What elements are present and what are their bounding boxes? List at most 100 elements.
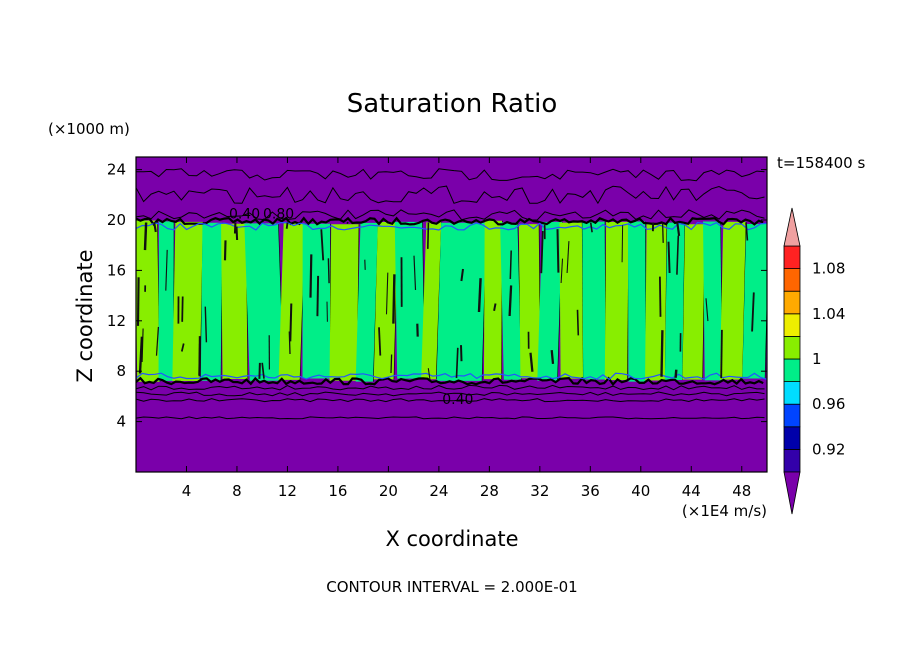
y-axis-label: Z coordinate [73, 249, 97, 382]
colorbar: 0.92 0.96 1 1.04 1.08 [783, 207, 845, 515]
interior-streak [198, 343, 201, 376]
cloud-column [582, 221, 606, 380]
interior-streak [165, 249, 168, 291]
cloud-column [221, 223, 248, 379]
interior-streak [261, 362, 265, 379]
interior-streak [316, 275, 320, 317]
colorbar-over-arrow [783, 207, 801, 247]
colorbar-swatch [783, 290, 801, 315]
interior-streak [460, 268, 464, 282]
cloud-column [703, 221, 723, 381]
plot-area [136, 157, 767, 472]
interior-streak [258, 362, 261, 379]
interior-streak [204, 306, 208, 343]
contour-line [136, 209, 765, 221]
plot-frame [135, 156, 768, 473]
cloud-columns [136, 220, 767, 382]
colorbar-swatch [783, 268, 801, 292]
cloud-column [172, 221, 204, 382]
interior-streak [153, 222, 157, 233]
interior-streak [320, 229, 325, 261]
interior-streak [143, 222, 148, 251]
cloud-base-edge [136, 376, 764, 387]
interior-streak [223, 240, 227, 261]
cloud-column [559, 222, 584, 379]
chart-title: Saturation Ratio [347, 89, 558, 119]
interior-streak [385, 272, 389, 315]
x-tick-label: 40 [631, 482, 650, 500]
x-tick-label: 8 [232, 482, 242, 500]
y-tick-label: 24 [107, 161, 126, 179]
y-tick-label: 4 [116, 413, 126, 431]
cloud-column [518, 224, 541, 379]
cloud-top-blue-fringe [136, 221, 767, 231]
cloud-column [537, 221, 563, 381]
contour-line [136, 391, 765, 397]
interior-streak [621, 225, 624, 263]
cloud-column [394, 221, 425, 379]
x-tick-label: 28 [480, 482, 499, 500]
interior-streak [658, 276, 662, 317]
cloud-column [421, 222, 442, 380]
cloud-column [436, 222, 487, 381]
interior-streak [751, 292, 755, 332]
contour-labels: 0.400.40 0.80 [229, 207, 473, 408]
cloud-column [244, 223, 284, 381]
cloud-column [278, 223, 306, 380]
interior-streak [392, 274, 396, 324]
contour-lines [136, 168, 765, 420]
cloud-column [302, 223, 331, 379]
cloud-top-edge [136, 216, 764, 227]
interior-streak [309, 254, 313, 298]
y-tick-label: 8 [116, 362, 126, 380]
contour-label: 0.80 [263, 207, 294, 223]
x-tick-label: 32 [530, 482, 549, 500]
interior-streak [705, 298, 709, 322]
contour-label: 0.40 [229, 207, 260, 223]
colorbar-label: 0.96 [812, 395, 845, 413]
interior-streak [674, 369, 678, 378]
interior-streak [413, 255, 417, 291]
interior-streak [180, 343, 185, 352]
colorbar-swatch [783, 381, 801, 405]
interior-streak [660, 330, 664, 377]
cloud-column [329, 224, 359, 381]
cloud-column [645, 223, 667, 381]
contour-interval-note: CONTOUR INTERVAL = 2.000E-01 [326, 578, 577, 596]
interior-streak [427, 368, 431, 380]
cloud-column [627, 221, 647, 382]
interior-streak [181, 296, 184, 322]
interior-streak [745, 222, 749, 241]
x-axis: 4 8 12 16 20 24 28 32 36 40 44 48 [182, 157, 751, 500]
cloud-column [682, 224, 706, 380]
interior-streak [390, 354, 393, 374]
interior-streak [529, 352, 534, 372]
interior-streak [560, 258, 564, 284]
interior-streak [550, 349, 555, 365]
y-tick-label: 12 [107, 312, 126, 330]
column-boundary [764, 289, 767, 379]
cloud-column [604, 221, 629, 381]
colorbar-swatch [783, 335, 801, 360]
interior-streak [676, 235, 680, 275]
interior-streak [493, 303, 497, 311]
interior-streak [540, 230, 544, 274]
interior-streak [288, 331, 291, 355]
x-tick-label: 20 [379, 482, 398, 500]
x-unit-label: (×1E4 m/s) [682, 502, 767, 520]
y-tick-label: 16 [107, 261, 126, 279]
contour-line [136, 398, 765, 403]
contour-line [136, 185, 765, 205]
interior-streak [676, 222, 681, 237]
cloud-column [742, 224, 767, 379]
y-tick-label: 20 [107, 211, 126, 229]
interior-streak [289, 303, 293, 342]
colorbar-swatch [783, 245, 801, 270]
cloud-column [483, 220, 503, 380]
colorbar-swatch [783, 448, 801, 473]
interior-streak [556, 229, 560, 273]
x-tick-label: 36 [581, 482, 600, 500]
x-tick-label: 44 [682, 482, 701, 500]
colorbar-swatch [783, 358, 801, 383]
